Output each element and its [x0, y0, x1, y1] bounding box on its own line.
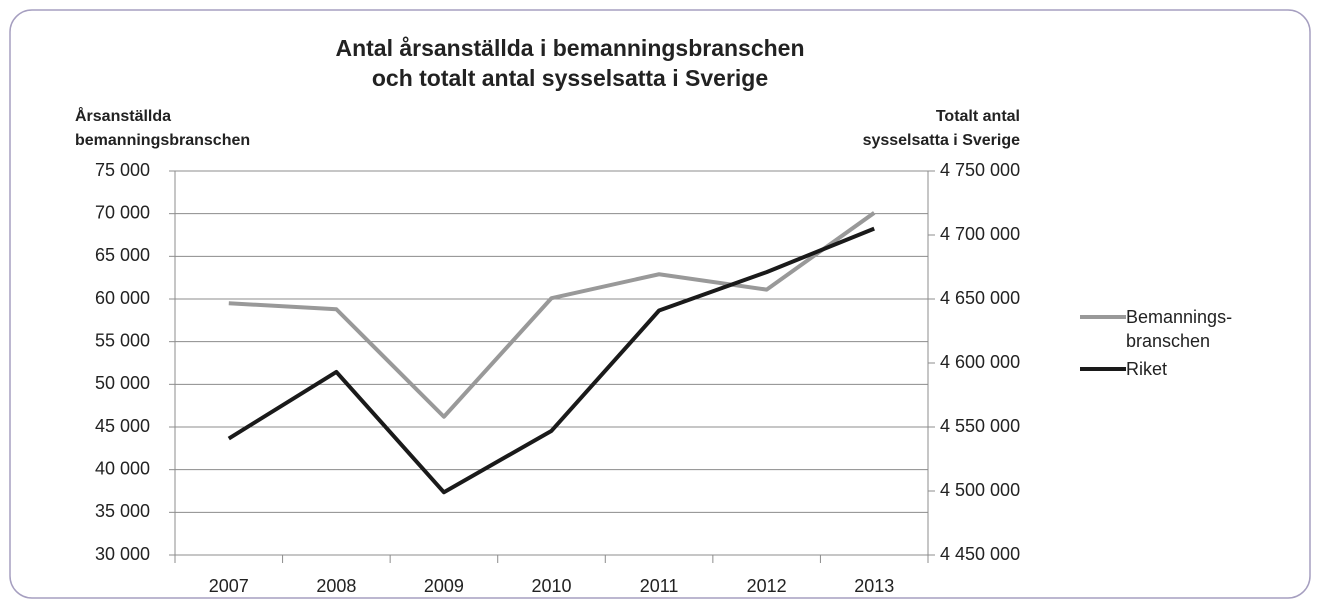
y2-tick-label: 4 600 000: [940, 352, 1020, 372]
frame: [9, 9, 1311, 599]
x-tick-label: 2012: [747, 576, 787, 596]
y-tick-label: 75 000: [95, 160, 150, 180]
x-tick-label: 2010: [531, 576, 571, 596]
y2-axis-label: Totalt antal: [936, 108, 1020, 125]
x-tick-label: 2011: [640, 576, 679, 596]
chart-title: Antal årsanställda i bemanningsbranschen: [335, 35, 804, 61]
y-axis-label: bemanningsbranschen: [75, 132, 250, 149]
y-tick-label: 65 000: [95, 245, 150, 265]
x-tick-label: 2009: [424, 576, 464, 596]
legend: Bemannings-branschen Riket: [1080, 305, 1280, 385]
x-tick-label: 2008: [316, 576, 356, 596]
legend-swatch: [1080, 315, 1126, 319]
x-tick-label: 2007: [209, 576, 249, 596]
y2-axis-label: sysselsatta i Sverige: [863, 132, 1021, 149]
legend-label: Riket: [1126, 359, 1168, 379]
y-tick-label: 55 000: [95, 330, 150, 350]
y2-tick-label: 4 550 000: [940, 416, 1020, 436]
y2-tick-label: 4 700 000: [940, 224, 1020, 244]
y-tick-label: 70 000: [95, 202, 150, 222]
y-tick-label: 45 000: [95, 416, 150, 436]
y-tick-label: 50 000: [95, 373, 150, 393]
legend-swatch: [1080, 367, 1126, 371]
series-line: [228, 211, 876, 419]
y-tick-label: 35 000: [95, 501, 150, 521]
x-tick-label: 2013: [854, 576, 894, 596]
y2-tick-label: 4 500 000: [940, 480, 1020, 500]
y-tick-label: 30 000: [95, 544, 150, 564]
legend-label: Bemannings-branschen: [1126, 307, 1233, 351]
y-axis-label: Årsanställda: [75, 106, 171, 125]
series-line: [227, 226, 875, 495]
y-tick-label: 60 000: [95, 288, 150, 308]
chart-title: och totalt antal sysselsatta i Sverige: [372, 65, 768, 91]
legend-item: Riket: [1080, 357, 1280, 381]
y2-tick-label: 4 450 000: [940, 544, 1020, 564]
y2-tick-label: 4 650 000: [940, 288, 1020, 308]
legend-item: Bemannings-branschen: [1080, 305, 1280, 353]
y-tick-label: 40 000: [95, 458, 150, 478]
y2-tick-label: 4 750 000: [940, 160, 1020, 180]
